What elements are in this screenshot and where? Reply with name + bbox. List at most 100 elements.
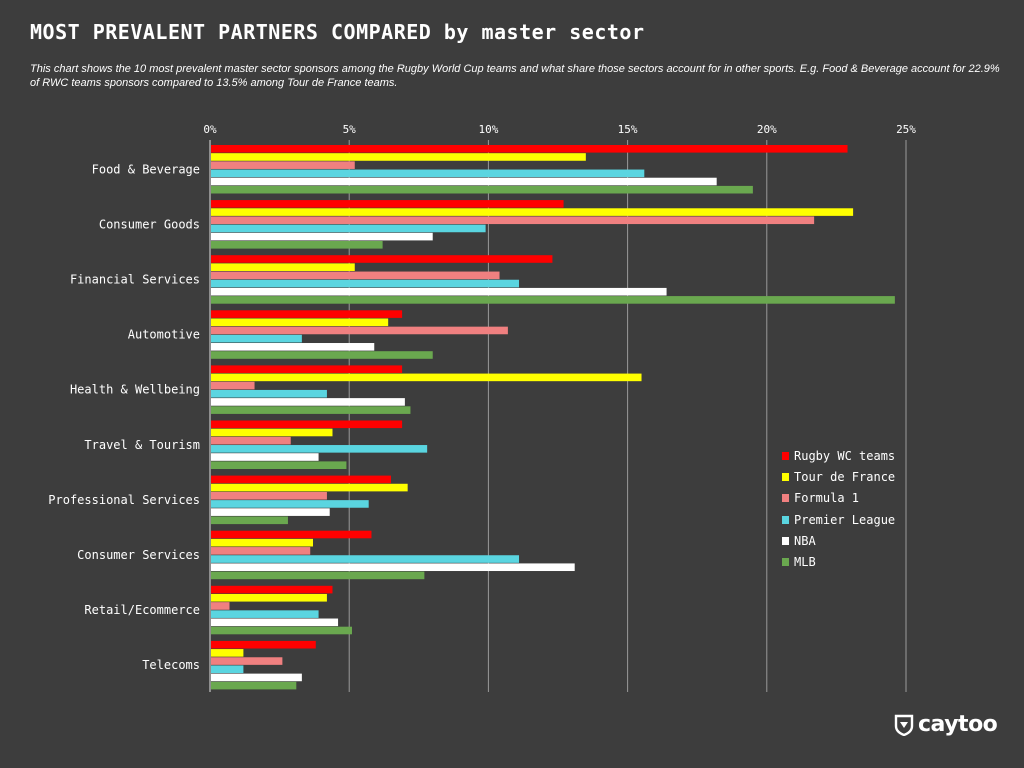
bar <box>211 406 411 414</box>
chart-subtitle: This chart shows the 10 most prevalent m… <box>30 63 1000 89</box>
bar <box>211 389 327 398</box>
caytoo-logo: caytoo <box>894 712 998 737</box>
category-label: Telecoms <box>142 658 200 672</box>
legend-swatch <box>782 451 789 460</box>
category-label: Food & Beverage <box>92 162 200 176</box>
bar <box>211 657 283 665</box>
legend-label: Premier League <box>794 512 896 527</box>
legend-item: Rugby WC teams <box>782 445 895 466</box>
category-label: Consumer Goods <box>99 217 200 231</box>
bar <box>211 571 425 580</box>
legend-label: Formula 1 <box>794 491 860 506</box>
category-label: Financial Services <box>70 272 200 286</box>
bar <box>211 296 895 304</box>
bar <box>211 343 375 351</box>
bar <box>211 491 327 500</box>
x-tick-label: 0% <box>203 123 217 136</box>
x-tick-label: 25% <box>896 123 916 136</box>
bar <box>211 326 508 335</box>
bar <box>211 618 339 627</box>
gridlines <box>209 140 907 692</box>
legend-item: MLB <box>782 551 895 572</box>
bar <box>211 516 288 525</box>
bar <box>211 200 564 208</box>
bar <box>211 555 520 563</box>
bar <box>211 185 753 194</box>
logo-text: caytoo <box>918 712 998 737</box>
bar <box>211 232 433 241</box>
bar <box>211 610 319 618</box>
bar <box>211 530 372 539</box>
bar <box>211 673 302 682</box>
x-tick-label: 10% <box>478 123 498 136</box>
bar <box>211 177 717 186</box>
bar <box>211 381 255 390</box>
legend-label: MLB <box>794 555 816 570</box>
category-label: Retail/Ecommerce <box>84 603 200 617</box>
bar <box>211 216 815 225</box>
bar <box>211 318 389 327</box>
caytoo-shield-icon <box>894 714 914 736</box>
legend-swatch <box>782 558 789 567</box>
bar <box>211 640 316 649</box>
category-label: Travel & Tourism <box>84 438 200 452</box>
bar <box>211 365 403 373</box>
legend-label: NBA <box>794 533 816 548</box>
bar <box>211 538 314 547</box>
bar <box>211 161 355 169</box>
category-label: Automotive <box>128 328 200 342</box>
legend-swatch <box>782 472 789 481</box>
bar <box>211 373 642 382</box>
legend-item: NBA <box>782 530 895 551</box>
bar <box>211 224 486 233</box>
legend-swatch <box>782 536 789 545</box>
category-label: Professional Services <box>48 493 200 507</box>
bar <box>211 602 230 610</box>
category-labels: Food & Beverage Consumer Goods Financial S… <box>48 162 200 672</box>
x-tick-label: 5% <box>343 123 357 136</box>
bar <box>211 420 403 429</box>
bar <box>211 483 408 492</box>
bar <box>211 428 333 437</box>
bar <box>211 145 848 153</box>
bar <box>211 208 854 216</box>
legend-item: Tour de France <box>782 466 895 487</box>
bar <box>211 453 319 461</box>
bar <box>211 169 645 178</box>
legend: Rugby WC teams Tour de France Formula 1 Pre… <box>782 445 895 573</box>
legend-label: Rugby WC teams <box>794 448 896 463</box>
bar <box>211 547 311 555</box>
bar <box>211 263 355 271</box>
bar <box>211 665 244 674</box>
bar <box>211 475 391 484</box>
bar <box>211 585 333 594</box>
bar <box>211 593 327 602</box>
bar <box>211 563 575 572</box>
bar <box>211 334 302 343</box>
category-label: Consumer Services <box>77 548 200 562</box>
x-tick-label: 15% <box>618 123 638 136</box>
bar <box>211 649 244 657</box>
legend-item: Formula 1 <box>782 488 895 509</box>
x-tick-label: 20% <box>757 123 777 136</box>
legend-swatch <box>782 494 789 503</box>
bar <box>211 310 403 318</box>
bar <box>211 287 667 296</box>
bar <box>211 461 347 469</box>
legend-label: Tour de France <box>794 469 896 484</box>
x-axis-ticks: 0% 5% 10% 15% 20% 25% <box>203 123 916 136</box>
bar <box>211 626 352 635</box>
bars <box>211 145 895 690</box>
bar <box>211 271 500 280</box>
category-label: Health & Wellbeing <box>70 383 200 397</box>
bar <box>211 445 428 453</box>
legend-swatch <box>782 515 789 524</box>
bar <box>211 500 369 508</box>
bar <box>211 153 586 161</box>
bar <box>211 398 405 406</box>
chart-title: MOST PREVALENT PARTNERS COMPARED by mast… <box>30 20 645 44</box>
bar <box>211 681 297 690</box>
legend-item: Premier League <box>782 509 895 530</box>
bar <box>211 241 383 249</box>
